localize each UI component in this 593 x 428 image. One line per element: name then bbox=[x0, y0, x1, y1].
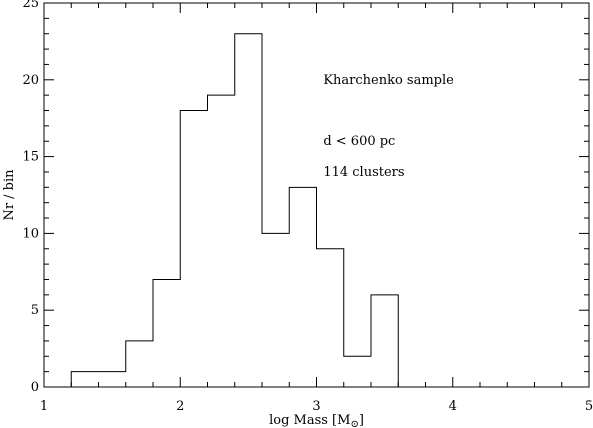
x-axis-label: log Mass [M⊙] bbox=[269, 413, 364, 428]
annotation-text: d < 600 pc bbox=[323, 134, 395, 149]
annotation-text: 114 clusters bbox=[323, 165, 404, 180]
annotation-text: Kharchenko sample bbox=[323, 73, 454, 88]
histogram-step-line bbox=[70, 33, 399, 387]
sun-symbol: ⊙ bbox=[350, 419, 358, 428]
x-tick-label: 3 bbox=[312, 399, 320, 414]
x-tick-label: 4 bbox=[449, 399, 457, 414]
y-tick-label: 20 bbox=[22, 73, 39, 88]
x-tick-label: 5 bbox=[585, 399, 593, 414]
axis-tick-labels: 1 2 3 4 5 0 5 10 15 20 25 bbox=[22, 0, 593, 414]
axis-ticks bbox=[43, 2, 590, 388]
y-axis-label: Nr / bin bbox=[2, 169, 17, 221]
y-tick-label: 5 bbox=[31, 303, 39, 318]
y-tick-label: 15 bbox=[22, 150, 39, 165]
y-tick-label: 0 bbox=[31, 380, 39, 395]
y-tick-label: 10 bbox=[22, 226, 39, 241]
x-tick-label: 1 bbox=[40, 399, 48, 414]
x-tick-label: 2 bbox=[176, 399, 184, 414]
chart-annotations: Kharchenko sample d < 600 pc 114 clusters bbox=[323, 73, 454, 180]
y-tick-label: 25 bbox=[22, 0, 39, 11]
